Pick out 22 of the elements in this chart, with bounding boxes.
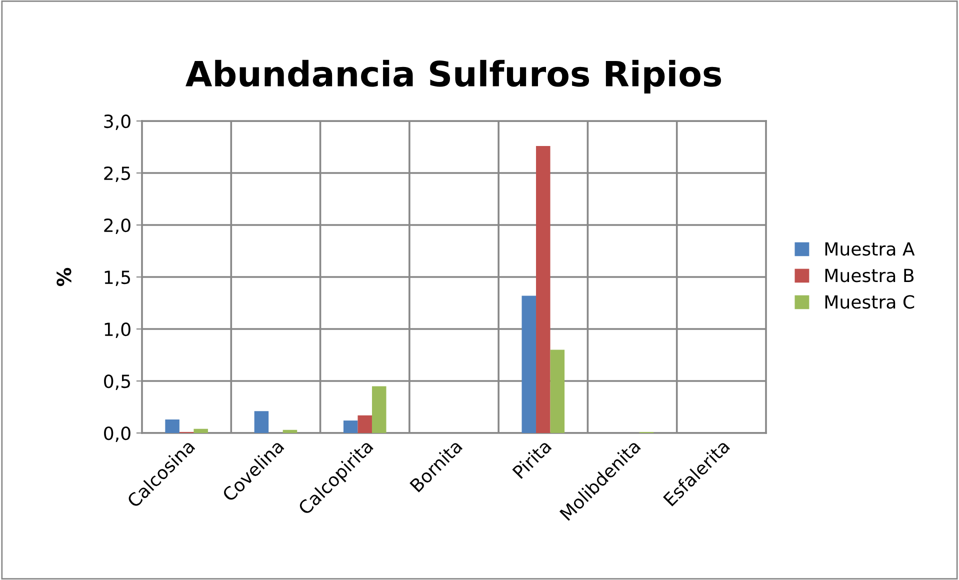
bar bbox=[522, 296, 536, 433]
chart-title: Abundancia Sulfuros Ripios bbox=[186, 60, 721, 94]
bar bbox=[282, 430, 298, 433]
bar bbox=[343, 420, 358, 433]
bar bbox=[358, 415, 372, 433]
y-tick-label: 1,0 bbox=[104, 322, 130, 338]
legend-label: Muestra B bbox=[825, 268, 914, 282]
bar bbox=[165, 419, 180, 433]
y-tick-label: 0,5 bbox=[104, 374, 130, 390]
bar bbox=[254, 411, 269, 433]
y-axis-title: % bbox=[56, 268, 72, 286]
legend-label: Muestra C bbox=[825, 295, 914, 309]
y-tick-label: 2,0 bbox=[104, 218, 130, 234]
bar bbox=[194, 428, 208, 433]
y-tick-label: 2,5 bbox=[104, 166, 130, 182]
bar bbox=[550, 350, 565, 433]
legend-label: Muestra A bbox=[825, 242, 915, 256]
bar bbox=[372, 386, 386, 433]
bar bbox=[536, 146, 550, 433]
y-tick-label: 0,0 bbox=[104, 426, 130, 442]
y-tick-label: 1,5 bbox=[104, 270, 130, 286]
y-tick-label: 3,0 bbox=[104, 114, 130, 130]
